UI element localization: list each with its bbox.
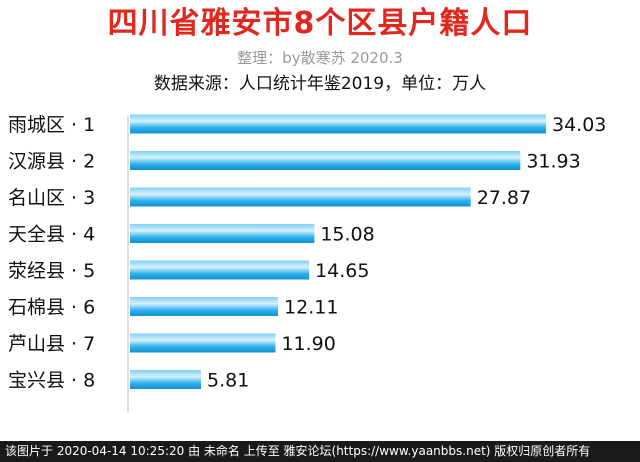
- chart-subtitle: 整理：by散寒苏 2020.3: [237, 49, 403, 67]
- bar: [130, 114, 546, 134]
- value-label: 31.93: [526, 151, 580, 173]
- value-label: 27.87: [477, 187, 531, 209]
- bar: [130, 151, 521, 170]
- bar: [130, 224, 315, 243]
- category-label: 石棉县 · 6: [8, 297, 95, 319]
- category-label: 名山区 · 3: [8, 187, 95, 209]
- bar-chart: 雨城区 · 1 34.03 汉源县 · 2 31.93 名山区 · 3 27.87 天全县 …: [8, 114, 606, 412]
- bar: [130, 187, 471, 207]
- source-note: 数据来源：人口统计年鉴2019，单位：万人: [153, 74, 487, 94]
- bar: [130, 260, 310, 280]
- value-label: 5.81: [207, 370, 249, 392]
- value-label: 14.65: [315, 260, 369, 282]
- value-label: 15.08: [320, 224, 374, 246]
- category-label: 宝兴县 · 8: [8, 370, 95, 392]
- value-label: 12.11: [284, 297, 338, 319]
- category-label: 汉源县 · 2: [8, 151, 95, 173]
- upload-footer: 该图片于 2020-04-14 10:25:20 由 未命名 上传至 雅安论坛(…: [0, 441, 640, 462]
- value-label: 34.03: [552, 114, 606, 136]
- category-label: 芦山县 · 7: [8, 333, 95, 355]
- bar: [130, 333, 276, 353]
- chart-title: 四川省雅安市8个区县户籍人口: [107, 6, 533, 41]
- bar: [130, 297, 279, 316]
- value-label: 11.90: [281, 333, 335, 355]
- category-label: 天全县 · 4: [8, 224, 95, 246]
- bar: [130, 370, 202, 389]
- category-label: 雨城区 · 1: [8, 114, 95, 136]
- category-label: 荥经县 · 5: [8, 260, 95, 282]
